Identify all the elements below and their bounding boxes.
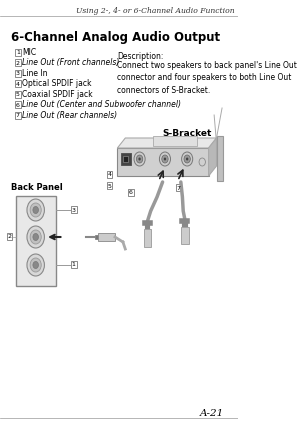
Text: Line Out (Front channels): Line Out (Front channels) bbox=[22, 58, 120, 68]
Text: 1: 1 bbox=[16, 50, 20, 55]
Bar bbox=[117, 148, 208, 176]
Text: Line Out (Center and Subwoofer channel): Line Out (Center and Subwoofer channel) bbox=[22, 101, 181, 110]
Text: Coaxial SPDIF jack: Coaxial SPDIF jack bbox=[22, 90, 93, 99]
Text: 2: 2 bbox=[8, 234, 11, 239]
Text: Line In: Line In bbox=[22, 69, 48, 78]
Bar bbox=[143, 229, 152, 247]
Text: Back Panel: Back Panel bbox=[11, 184, 63, 192]
Text: S-Bracket: S-Bracket bbox=[163, 129, 212, 137]
Bar bbox=[15, 49, 21, 56]
Bar bbox=[15, 60, 21, 66]
Bar bbox=[107, 171, 112, 179]
Text: Optical SPDIF jack: Optical SPDIF jack bbox=[22, 80, 92, 88]
Text: Description:: Description: bbox=[117, 52, 164, 61]
Bar bbox=[176, 184, 181, 192]
Bar bbox=[95, 235, 98, 239]
Text: 6: 6 bbox=[16, 103, 20, 108]
Bar bbox=[15, 102, 21, 109]
Circle shape bbox=[30, 230, 41, 244]
Circle shape bbox=[159, 152, 170, 166]
Text: Connect two speakers to back panel's Line Out
connector and four speakers to bot: Connect two speakers to back panel's Lin… bbox=[117, 61, 297, 95]
Circle shape bbox=[27, 199, 44, 221]
Text: 7: 7 bbox=[176, 186, 180, 190]
Text: Using 2-, 4- or 6-Channel Audio Function: Using 2-, 4- or 6-Channel Audio Function bbox=[76, 7, 235, 15]
Polygon shape bbox=[208, 138, 217, 176]
Text: A-21: A-21 bbox=[200, 409, 224, 418]
Polygon shape bbox=[117, 138, 217, 148]
Circle shape bbox=[27, 226, 44, 248]
Text: 3: 3 bbox=[16, 71, 20, 76]
Circle shape bbox=[186, 157, 188, 160]
Text: 2: 2 bbox=[16, 60, 20, 66]
Circle shape bbox=[162, 155, 168, 163]
Circle shape bbox=[182, 152, 193, 166]
Text: MIC: MIC bbox=[22, 48, 36, 57]
Circle shape bbox=[30, 258, 41, 272]
Text: 6-Channel Analog Audio Output: 6-Channel Analog Audio Output bbox=[11, 31, 220, 44]
Bar bbox=[15, 70, 21, 77]
Circle shape bbox=[164, 157, 166, 160]
Bar bbox=[15, 80, 21, 88]
Text: 7: 7 bbox=[16, 113, 20, 118]
Text: 4: 4 bbox=[107, 173, 111, 178]
Circle shape bbox=[27, 254, 44, 276]
Text: 3: 3 bbox=[72, 208, 76, 212]
Bar bbox=[153, 136, 197, 146]
Circle shape bbox=[33, 206, 38, 214]
Bar bbox=[181, 227, 189, 244]
Polygon shape bbox=[217, 136, 223, 181]
Text: Line Out (Rear channels): Line Out (Rear channels) bbox=[22, 111, 117, 120]
Bar bbox=[16, 196, 56, 286]
Bar bbox=[7, 233, 12, 241]
Circle shape bbox=[138, 157, 141, 160]
Bar bbox=[98, 233, 115, 241]
Circle shape bbox=[33, 261, 38, 269]
Bar bbox=[15, 91, 21, 98]
Circle shape bbox=[134, 152, 145, 166]
Bar bbox=[128, 190, 134, 197]
Text: 5: 5 bbox=[107, 184, 111, 189]
Bar bbox=[123, 156, 128, 162]
Circle shape bbox=[30, 203, 41, 217]
Text: 5: 5 bbox=[16, 92, 20, 97]
Bar bbox=[15, 112, 21, 119]
Bar bbox=[71, 261, 76, 269]
Circle shape bbox=[199, 158, 206, 166]
Bar bbox=[71, 206, 76, 214]
Text: 1: 1 bbox=[72, 263, 76, 267]
Text: 4: 4 bbox=[16, 82, 20, 87]
Bar bbox=[121, 153, 131, 165]
Circle shape bbox=[184, 155, 190, 163]
Text: 6: 6 bbox=[129, 190, 133, 195]
Bar bbox=[107, 182, 112, 190]
Circle shape bbox=[136, 155, 143, 163]
Circle shape bbox=[33, 233, 38, 241]
